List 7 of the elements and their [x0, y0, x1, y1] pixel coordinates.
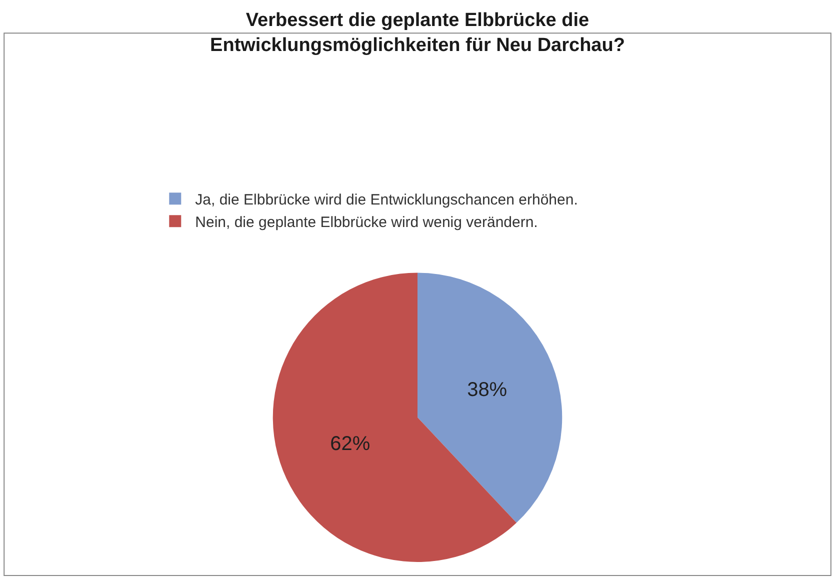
legend-label: Ja, die Elbbrücke wird die Entwicklungschancen erhöhen. — [195, 191, 578, 208]
data-label: 38% — [467, 378, 508, 401]
pie-slice — [272, 272, 517, 562]
data-label: 62% — [330, 432, 370, 455]
chart-title: Verbessert die geplante Elbbrücke die Entwicklungsmöglichkeiten für Neu Darchau? — [210, 10, 625, 56]
pie-slice — [418, 272, 562, 523]
legend-label: Nein, die geplante Elbbrücke wird wenig verändern. — [195, 214, 538, 231]
